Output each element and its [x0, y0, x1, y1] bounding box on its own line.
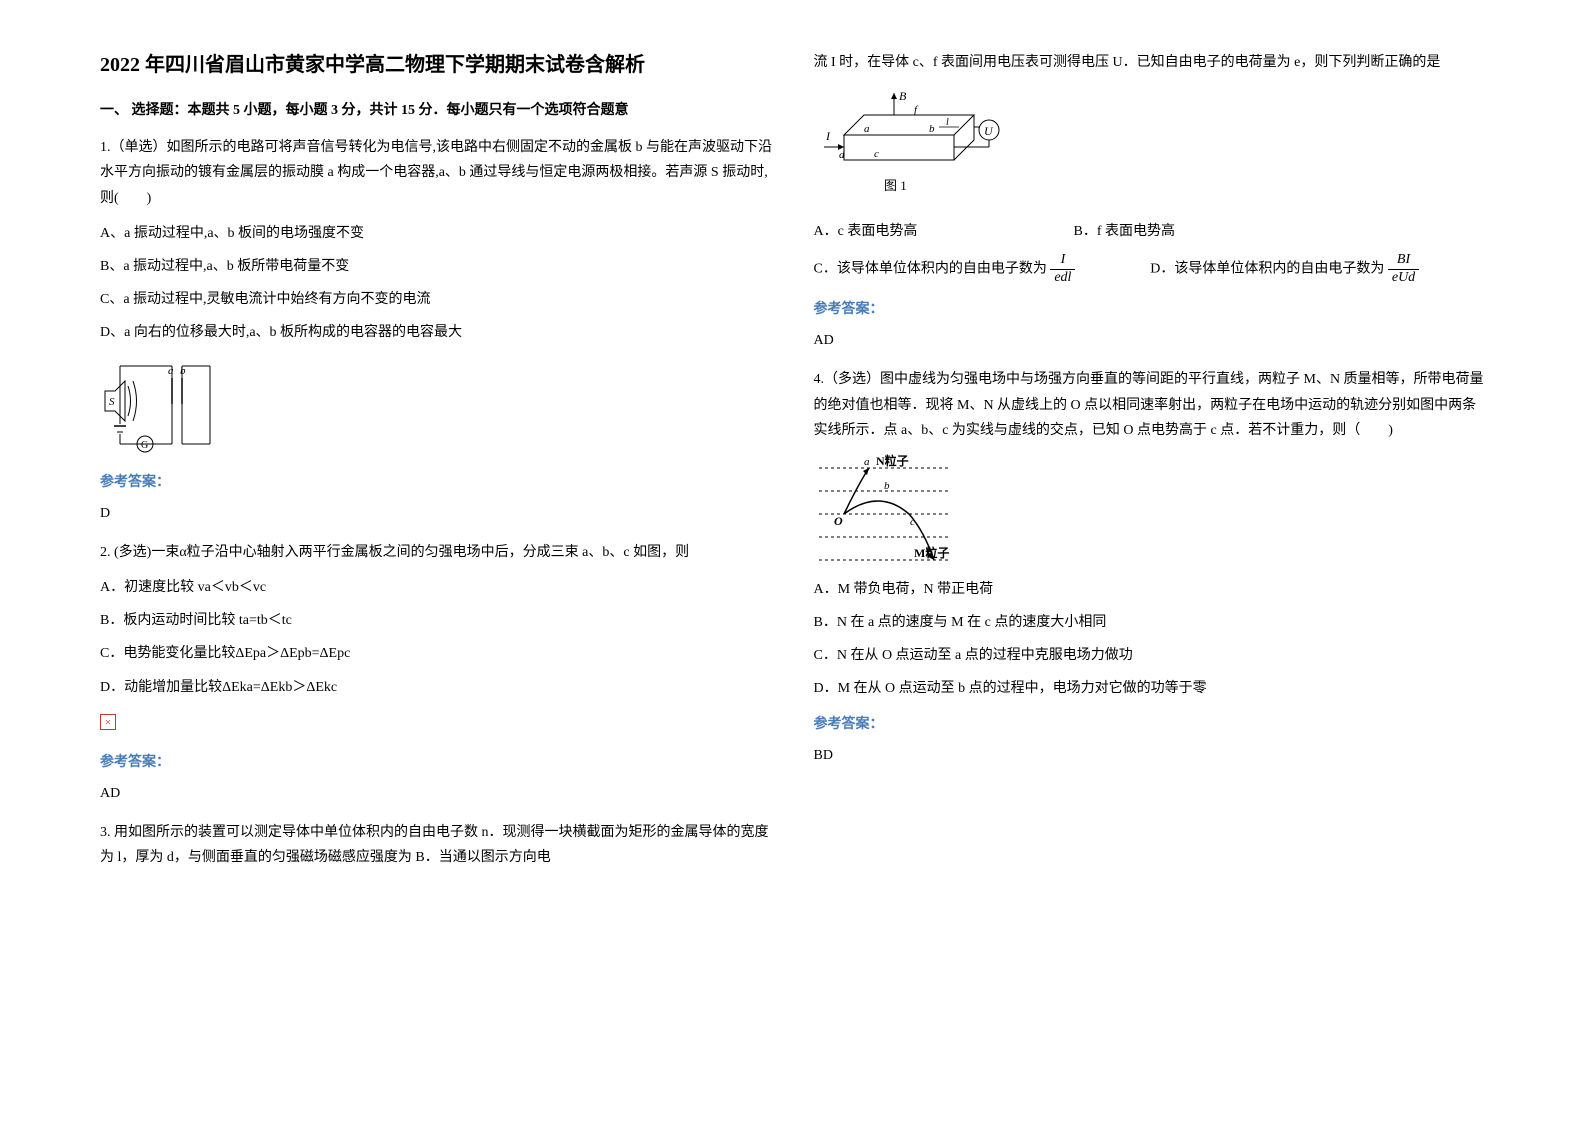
- q2-option-d: D．动能增加量比较ΔEka=ΔEkb＞ΔEkc: [100, 675, 774, 700]
- svg-text:l: l: [946, 117, 949, 128]
- q1-stem: 1.（单选）如图所示的电路可将声音信号转化为电信号,该电路中右侧固定不动的金属板…: [100, 135, 774, 211]
- q4-figure: a b c O N粒子 M粒子: [814, 453, 1488, 563]
- q4-stem: 4.（多选）图中虚线为匀强电场中与场强方向垂直的等间距的平行直线，两粒子 M、N…: [814, 367, 1488, 443]
- q3-stem: 3. 用如图所示的装置可以测定导体中单位体积内的自由电子数 n．现测得一块横截面…: [100, 820, 774, 870]
- svg-text:c: c: [910, 516, 915, 528]
- q4-answer: BD: [814, 743, 1488, 768]
- svg-text:S: S: [109, 396, 115, 408]
- q3-option-b: B．f 表面电势高: [1074, 219, 1176, 244]
- section-1-header: 一、 选择题：本题共 5 小题，每小题 3 分，共计 15 分．每小题只有一个选…: [100, 98, 774, 123]
- svg-text:f: f: [914, 104, 919, 116]
- q4-option-a: A．M 带负电荷，N 带正电荷: [814, 577, 1488, 602]
- q2-option-c: C．电势能变化量比较ΔEpa＞ΔEpb=ΔEpc: [100, 641, 774, 666]
- svg-text:I: I: [825, 129, 831, 143]
- q3-options-ab: A．c 表面电势高 B．f 表面电势高: [814, 219, 1488, 244]
- q3-answer: AD: [814, 328, 1488, 353]
- svg-text:b: b: [929, 123, 935, 135]
- svg-text:c: c: [874, 148, 879, 160]
- q3-options-cd: C．该导体单位体积内的自由电子数为 I edl D．该导体单位体积内的自由电子数…: [814, 252, 1488, 287]
- svg-text:G: G: [141, 440, 148, 451]
- q4-option-c: C．N 在从 O 点运动至 a 点的过程中克服电场力做功: [814, 643, 1488, 668]
- q3-option-a: A．c 表面电势高: [814, 219, 1074, 244]
- q3-option-c-text: C．该导体单位体积内的自由电子数为: [814, 262, 1047, 277]
- q3-option-d-text: D．该导体单位体积内的自由电子数为: [1150, 262, 1384, 277]
- svg-text:O: O: [834, 514, 843, 528]
- q3-fig-label: 图 1: [884, 178, 907, 193]
- q4-option-b: B．N 在 a 点的速度与 M 在 c 点的速度大小相同: [814, 610, 1488, 635]
- q3-stem-cont: 流 I 时，在导体 c、f 表面间用电压表可测得电压 U．已知自由电子的电荷量为…: [814, 50, 1488, 75]
- left-column: 2022 年四川省眉山市黄家中学高二物理下学期期末试卷含解析 一、 选择题：本题…: [80, 50, 794, 1072]
- svg-text:B: B: [899, 89, 907, 103]
- q1-answer-label: 参考答案：: [100, 470, 774, 495]
- q1-option-b: B、a 振动过程中,a、b 板所带电荷量不变: [100, 254, 774, 279]
- svg-text:a: a: [168, 365, 174, 377]
- right-column: 流 I 时，在导体 c、f 表面间用电压表可测得电压 U．已知自由电子的电荷量为…: [794, 50, 1508, 1072]
- q3-answer-label: 参考答案：: [814, 297, 1488, 322]
- q1-option-c: C、a 振动过程中,灵敏电流计中始终有方向不变的电流: [100, 287, 774, 312]
- q3-frac-2: BI eUd: [1388, 252, 1419, 287]
- svg-text:M粒子: M粒子: [914, 545, 949, 560]
- q4-answer-label: 参考答案：: [814, 712, 1488, 737]
- svg-text:a: a: [864, 123, 870, 135]
- svg-text:a: a: [864, 456, 870, 468]
- svg-text:U: U: [984, 124, 994, 138]
- q2-stem: 2. (多选)一束α粒子沿中心轴射入两平行金属板之间的匀强电场中后，分成三束 a…: [100, 540, 774, 565]
- svg-text:N粒子: N粒子: [876, 453, 909, 468]
- q1-option-a: A、a 振动过程中,a、b 板间的电场强度不变: [100, 221, 774, 246]
- svg-text:d: d: [839, 149, 845, 161]
- exam-title: 2022 年四川省眉山市黄家中学高二物理下学期期末试卷含解析: [100, 50, 774, 80]
- svg-text:b: b: [180, 365, 186, 377]
- q3-frac-1: I edl: [1050, 252, 1075, 287]
- q2-answer-label: 参考答案：: [100, 750, 774, 775]
- q4-option-d: D．M 在从 O 点运动至 b 点的过程中，电场力对它做的功等于零: [814, 676, 1488, 701]
- broken-image-icon: ×: [100, 714, 116, 730]
- q1-answer: D: [100, 501, 774, 526]
- q3-figure: B I a f b c d l U 图 1: [814, 85, 1488, 205]
- q1-option-d: D、a 向右的位移最大时,a、b 板所构成的电容器的电容最大: [100, 320, 774, 345]
- svg-text:b: b: [884, 480, 890, 492]
- q2-option-b: B．板内运动时间比较 ta=tb＜tc: [100, 608, 774, 633]
- q2-option-a: A．初速度比较 va＜vb＜vc: [100, 575, 774, 600]
- q2-answer: AD: [100, 781, 774, 806]
- q1-figure: S a b G: [100, 356, 774, 456]
